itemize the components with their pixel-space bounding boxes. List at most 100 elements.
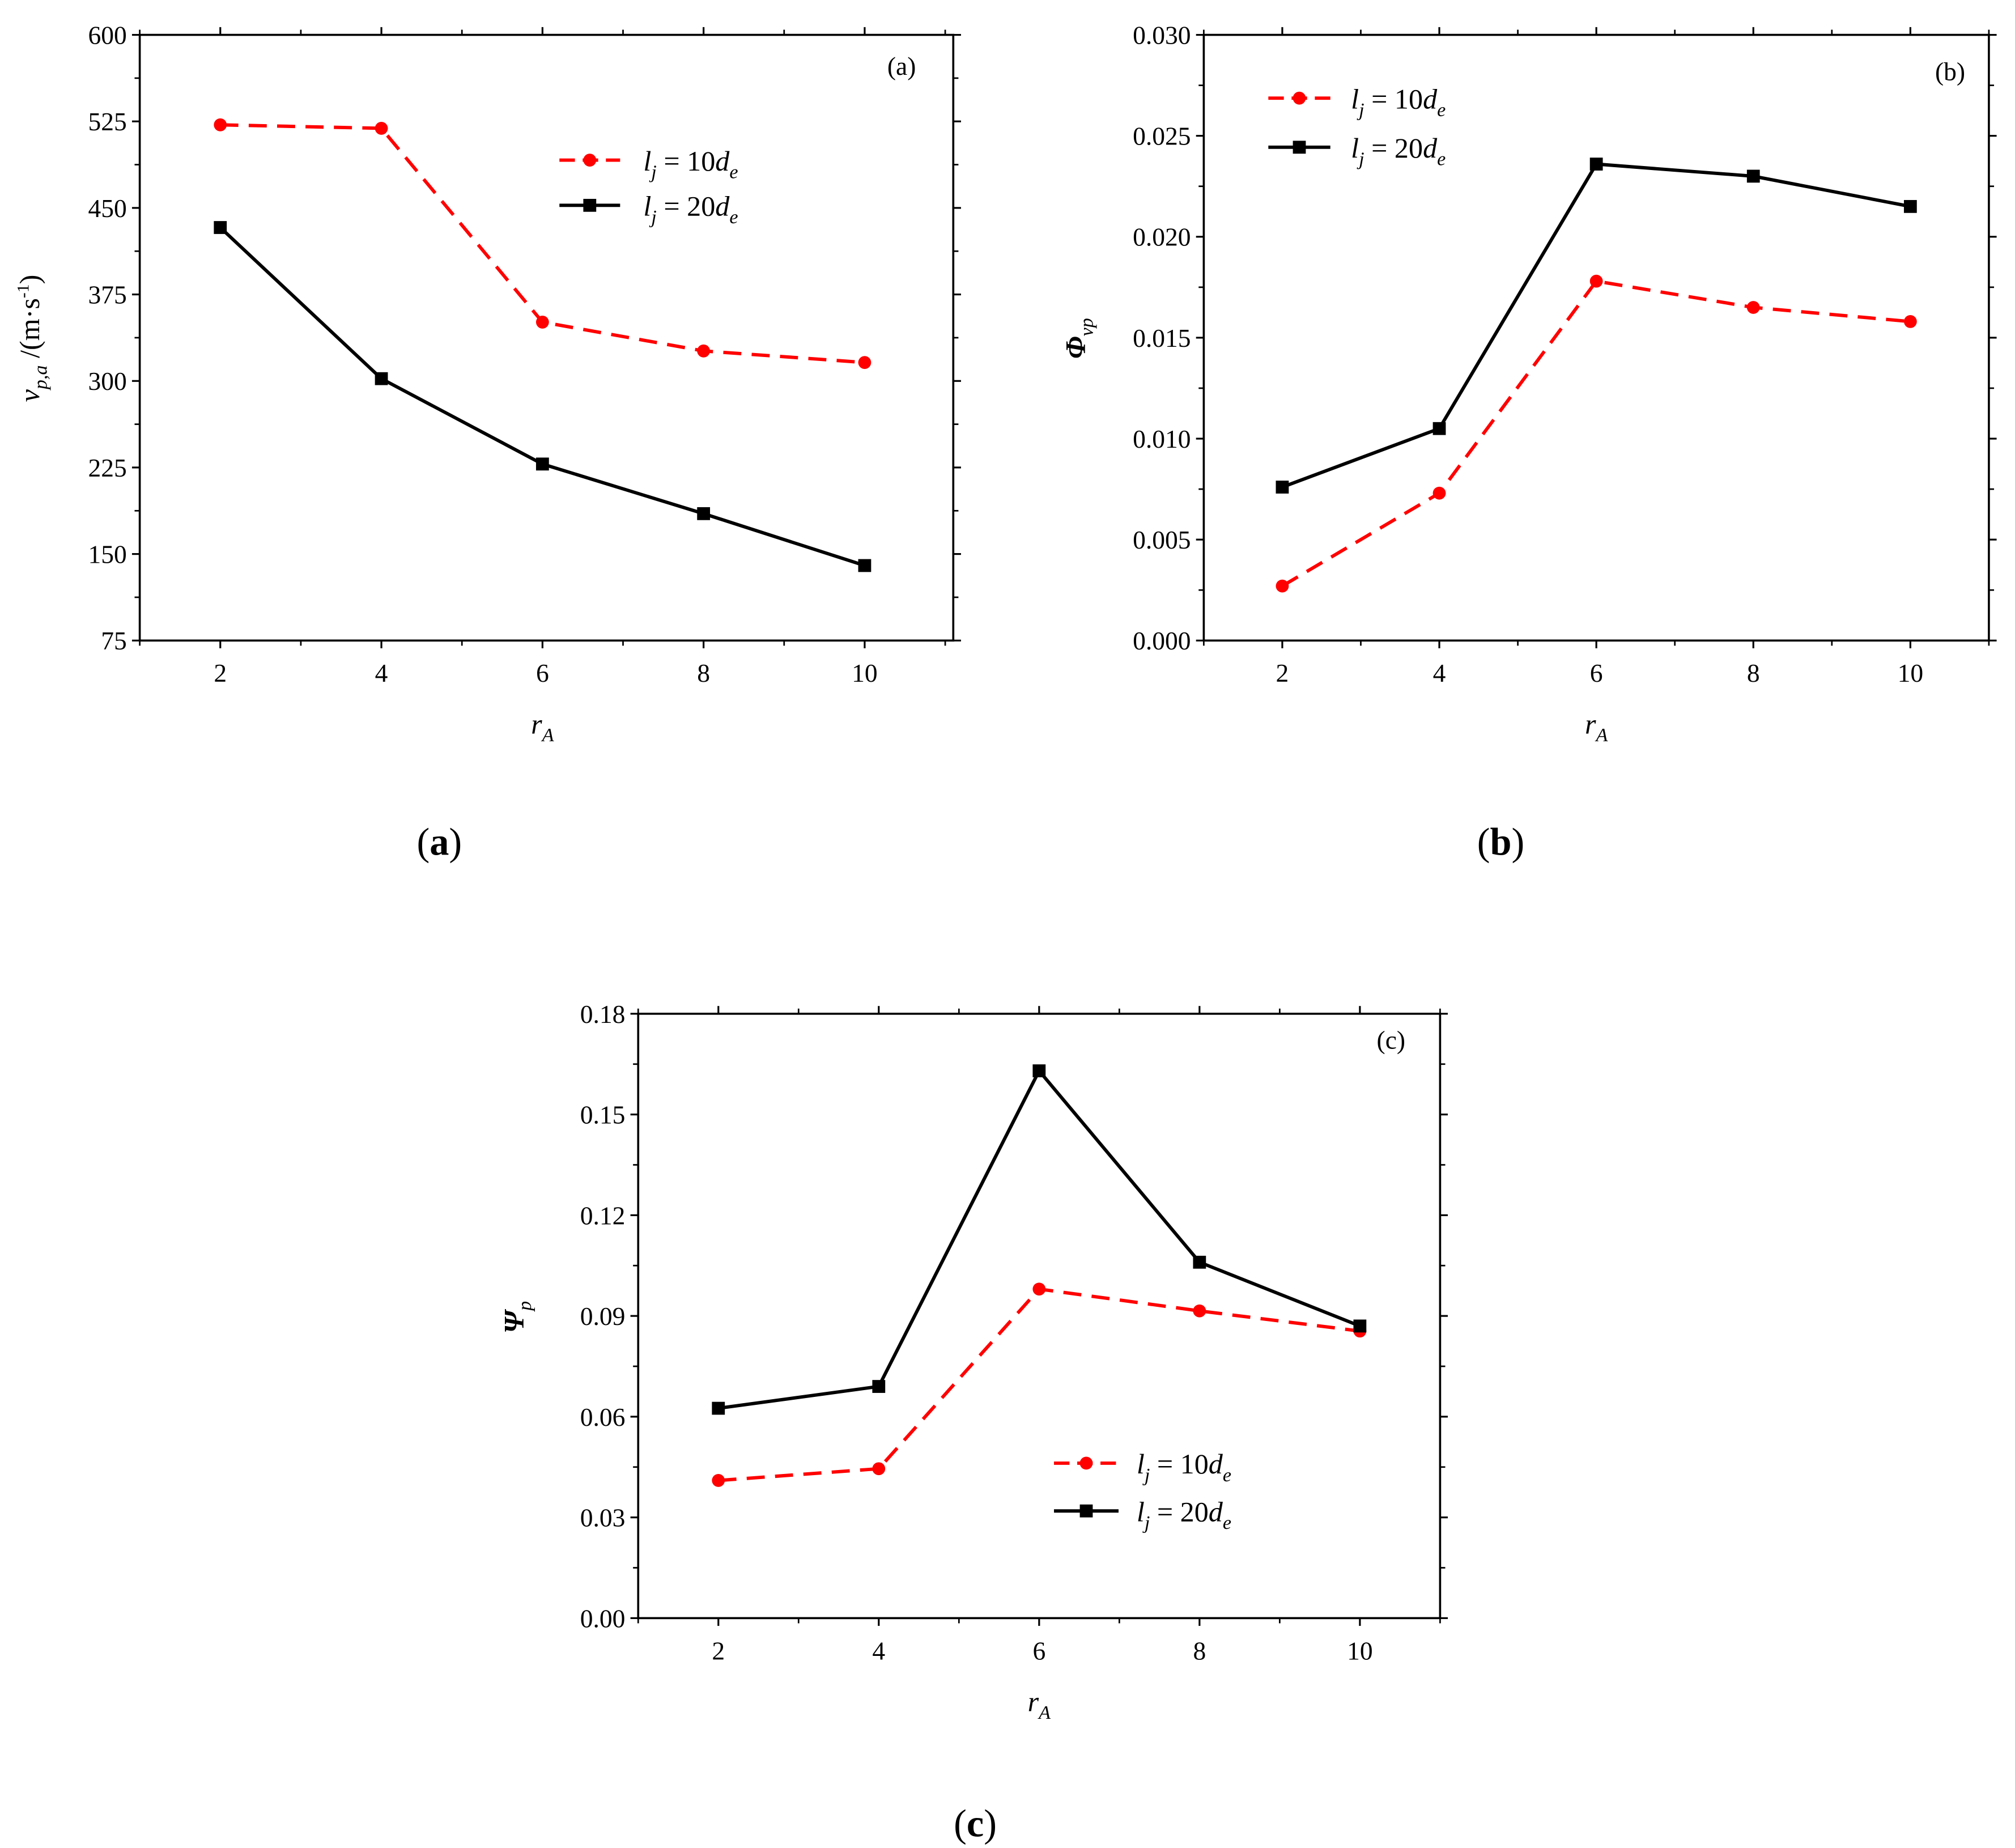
x-axis-label-main: r: [1585, 708, 1596, 740]
data-point-square: [375, 372, 388, 385]
series-line-20de: [219, 226, 865, 567]
legend-marker-circle: [1079, 1456, 1093, 1470]
x-tick-label: 8: [697, 659, 710, 687]
y-tick-label: 0.15: [580, 1101, 626, 1129]
caption-open: (: [1477, 821, 1490, 864]
data-point-circle: [535, 316, 549, 329]
data-point-circle: [712, 1474, 725, 1487]
caption-open: (: [416, 821, 430, 864]
legend-mid: = 20: [657, 190, 715, 222]
x-tick-label: 8: [1193, 1636, 1206, 1665]
legend-sub-e: e: [1223, 1465, 1231, 1486]
data-point-square: [697, 507, 711, 520]
x-axis-label-main: r: [1028, 1685, 1039, 1717]
x-axis-label-sub: A: [1038, 1702, 1051, 1723]
x-tick-label: 2: [214, 659, 227, 687]
legend-d: d: [1209, 1448, 1223, 1480]
legend-marker-square: [1293, 141, 1306, 154]
y-tick-label: 0.12: [580, 1201, 626, 1230]
legend-sub-j: j: [649, 207, 657, 228]
plot-frame: [637, 1013, 1442, 1620]
y-tick-label: 0.00: [580, 1604, 626, 1633]
legend-d: d: [1423, 83, 1438, 114]
y-tick-label: 0.09: [580, 1302, 626, 1331]
legend-sub-j: j: [1357, 149, 1364, 170]
data-point-square: [214, 221, 227, 234]
legend-sub-j: j: [649, 162, 657, 182]
legend-sub-e: e: [729, 162, 738, 182]
x-tick-label: 6: [536, 659, 549, 687]
x-tick-label: 10: [852, 659, 878, 687]
legend-l: l: [1137, 1496, 1145, 1527]
data-point-square: [1589, 158, 1603, 171]
data-point-circle: [858, 356, 872, 369]
legend-l: l: [1137, 1448, 1145, 1480]
y-tick-label: 150: [88, 540, 126, 569]
legend-l: l: [643, 145, 651, 177]
chart-panel-b: 0.000 0.005 0.010 0.015 0.020 0.025 0.030 2 4 6 8 1…: [1060, 20, 1997, 864]
y-tick-label: 0.06: [580, 1403, 626, 1431]
x-tick-label: 10: [1898, 659, 1924, 687]
x-tick-label: 4: [375, 659, 388, 687]
data-point-circle: [1432, 486, 1446, 500]
legend-d: d: [715, 190, 730, 222]
legend-d: d: [1423, 132, 1438, 164]
data-point-square: [712, 1401, 725, 1415]
y-tick-label: 450: [88, 194, 126, 223]
legend-d: d: [715, 145, 730, 177]
legend-entry: lj = 10de: [1351, 83, 1446, 121]
data-point-circle: [1903, 315, 1917, 328]
data-point-square: [1193, 1255, 1206, 1269]
y-tick-label: 0.025: [1133, 122, 1191, 151]
series-line-20de: [718, 1068, 1361, 1410]
x-tick-label: 6: [1032, 1636, 1045, 1665]
y-axis-label-main: Ψ: [498, 1309, 529, 1333]
x-axis-label: rA: [1585, 708, 1608, 746]
data-point-square: [1276, 481, 1289, 494]
data-point-circle: [1193, 1304, 1206, 1318]
data-point-circle: [697, 344, 711, 358]
y-tick-label: 0.18: [580, 1000, 626, 1029]
caption-close: ): [984, 1802, 997, 1845]
panel-label: (a): [887, 52, 916, 80]
legend-l: l: [1351, 83, 1359, 114]
panel-label: (c): [1377, 1025, 1406, 1054]
y-tick-label: 300: [88, 367, 126, 396]
figure-caption: (b): [1477, 821, 1525, 864]
y-tick-label: 0.030: [1133, 20, 1191, 49]
y-axis-label-main: v: [14, 389, 45, 402]
legend-entry: lj = 10de: [1137, 1448, 1231, 1486]
y-tick-label: 0.015: [1133, 324, 1191, 352]
legend-marker-square: [583, 198, 597, 212]
y-tick-label: 375: [88, 281, 126, 309]
figure-caption: (c): [954, 1802, 997, 1845]
y-tick-label: 600: [88, 20, 126, 49]
x-axis-label-sub: A: [541, 725, 554, 746]
figure-caption: (a): [416, 821, 462, 864]
legend-mid: = 10: [657, 145, 715, 177]
caption-close: ): [449, 821, 462, 864]
y-axis-label-end: ): [14, 275, 45, 284]
legend-marker-circle: [583, 154, 597, 167]
legend-mid: = 10: [1364, 83, 1423, 114]
panel-label: (b): [1935, 57, 1965, 86]
x-tick-label: 4: [872, 1636, 885, 1665]
x-tick-label: 2: [1276, 659, 1289, 687]
y-tick-label: 225: [88, 453, 126, 482]
x-tick-label: 8: [1747, 659, 1760, 687]
y-axis-label-main: Φ: [1060, 336, 1091, 359]
y-axis-label-sub: vp: [1076, 318, 1097, 336]
y-tick-label: 0.005: [1133, 525, 1191, 554]
legend-sub-e: e: [1223, 1513, 1231, 1533]
data-point-square: [872, 1380, 886, 1393]
data-point-square: [858, 559, 872, 572]
y-tick-label: 0.020: [1133, 223, 1191, 252]
x-axis-label-main: r: [531, 708, 542, 740]
x-tick-label: 10: [1347, 1636, 1373, 1665]
data-point-square: [1903, 199, 1917, 213]
x-axis-label-sub: A: [1595, 725, 1608, 746]
y-axis-label: Ψp: [498, 1301, 535, 1333]
legend-sub-e: e: [1437, 149, 1446, 170]
